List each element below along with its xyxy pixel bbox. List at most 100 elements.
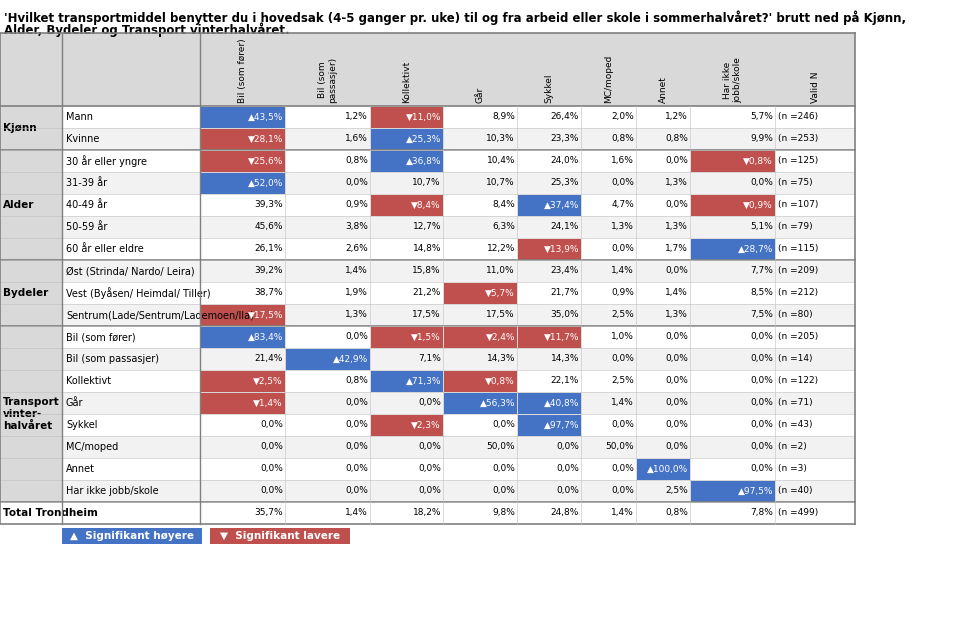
Text: (n =2): (n =2) [778, 442, 807, 451]
Text: Kvinne: Kvinne [66, 134, 100, 144]
Text: (n =122): (n =122) [778, 376, 818, 385]
Text: 10,7%: 10,7% [486, 179, 515, 188]
Bar [0, 326, 62, 348]
Text: 1,0%: 1,0% [611, 333, 634, 342]
Text: 5,1%: 5,1% [750, 223, 773, 232]
Text: ▼28,1%: ▼28,1% [247, 134, 283, 143]
Bar [62, 414, 855, 436]
Text: (n =125): (n =125) [778, 157, 818, 166]
Bar [443, 282, 517, 303]
Text: Sykkel: Sykkel [545, 74, 553, 103]
Bar [62, 480, 855, 502]
Text: ▲36,8%: ▲36,8% [406, 157, 441, 166]
Text: 23,3%: 23,3% [550, 134, 579, 143]
Text: 1,4%: 1,4% [345, 266, 368, 275]
Text: 0,8%: 0,8% [345, 376, 368, 385]
Text: 0,0%: 0,0% [345, 465, 368, 474]
Text: ▼2,4%: ▼2,4% [485, 333, 515, 342]
Text: 21,2%: 21,2% [412, 289, 441, 298]
Bar [62, 304, 855, 326]
Bar [62, 348, 855, 370]
Text: 2,5%: 2,5% [611, 376, 634, 385]
Text: 35,0%: 35,0% [550, 310, 579, 319]
Bar [0, 33, 855, 106]
Bar [0, 458, 62, 480]
Bar [200, 305, 285, 326]
Bar [62, 238, 855, 260]
Text: 0,0%: 0,0% [345, 333, 368, 342]
Text: ▲56,3%: ▲56,3% [480, 399, 515, 408]
Text: (n =253): (n =253) [778, 134, 818, 143]
Text: 11,0%: 11,0% [486, 266, 515, 275]
Text: Total Trondheim: Total Trondheim [3, 508, 98, 518]
Text: ▲97,7%: ▲97,7% [544, 420, 579, 429]
Bar [0, 480, 62, 502]
Text: Bydeler: Bydeler [3, 288, 48, 298]
Text: 0,0%: 0,0% [750, 442, 773, 451]
Text: 0,8%: 0,8% [611, 134, 634, 143]
Bar [62, 106, 855, 128]
Text: ▲100,0%: ▲100,0% [646, 465, 688, 474]
Text: ▼0,9%: ▼0,9% [743, 200, 773, 209]
Bar [62, 150, 855, 172]
Text: ▼2,3%: ▼2,3% [411, 420, 441, 429]
Text: 0,0%: 0,0% [418, 486, 441, 495]
Text: 50,0%: 50,0% [486, 442, 515, 451]
Text: 6,3%: 6,3% [492, 223, 515, 232]
Text: 21,4%: 21,4% [255, 355, 283, 364]
Text: 0,0%: 0,0% [611, 465, 634, 474]
Text: (n =71): (n =71) [778, 399, 812, 408]
Text: 0,9%: 0,9% [611, 289, 634, 298]
Text: MC/moped: MC/moped [66, 442, 118, 452]
Text: (n =14): (n =14) [778, 355, 812, 364]
Bar [0, 216, 62, 238]
Bar [370, 415, 442, 435]
Text: 0,0%: 0,0% [556, 486, 579, 495]
Text: 50,0%: 50,0% [605, 442, 634, 451]
Bar [518, 415, 580, 435]
Bar [0, 150, 62, 172]
Text: 23,4%: 23,4% [550, 266, 579, 275]
Text: 12,2%: 12,2% [486, 244, 515, 253]
Text: Vest (Byåsen/ Heimdal/ Tiller): Vest (Byåsen/ Heimdal/ Tiller) [66, 287, 211, 299]
Text: 8,4%: 8,4% [492, 200, 515, 209]
Bar [200, 371, 285, 392]
Bar [0, 128, 62, 150]
Text: 0,0%: 0,0% [345, 486, 368, 495]
Bar [0, 348, 62, 370]
Text: 1,4%: 1,4% [666, 289, 688, 298]
Bar [690, 195, 775, 216]
Bar [62, 436, 855, 458]
Text: 26,1%: 26,1% [254, 244, 283, 253]
Text: 0,8%: 0,8% [666, 134, 688, 143]
Bar [518, 239, 580, 259]
Text: ▲83,4%: ▲83,4% [247, 333, 283, 342]
Text: 0,0%: 0,0% [750, 333, 773, 342]
Text: Går: Går [66, 398, 83, 408]
Text: 0,0%: 0,0% [750, 399, 773, 408]
Text: 0,0%: 0,0% [260, 442, 283, 451]
Text: Kjønn: Kjønn [3, 123, 36, 133]
Text: ▼0,8%: ▼0,8% [485, 376, 515, 385]
Text: 39,3%: 39,3% [254, 200, 283, 209]
Text: 30 år eller yngre: 30 år eller yngre [66, 155, 147, 167]
Text: 0,0%: 0,0% [666, 376, 688, 385]
Text: 1,3%: 1,3% [666, 179, 688, 188]
Text: 0,0%: 0,0% [556, 465, 579, 474]
Text: 0,0%: 0,0% [666, 333, 688, 342]
Bar [0, 304, 62, 326]
Text: 45,6%: 45,6% [254, 223, 283, 232]
Text: 3,8%: 3,8% [345, 223, 368, 232]
Bar [443, 392, 517, 413]
Text: 60 år eller eldre: 60 år eller eldre [66, 244, 144, 254]
Text: 0,0%: 0,0% [750, 179, 773, 188]
Text: Annet: Annet [659, 76, 667, 103]
Text: 1,9%: 1,9% [345, 289, 368, 298]
Text: 8,9%: 8,9% [492, 113, 515, 122]
Text: 7,5%: 7,5% [750, 310, 773, 319]
Text: 15,8%: 15,8% [412, 266, 441, 275]
Text: 2,0%: 2,0% [611, 113, 634, 122]
Text: 26,4%: 26,4% [550, 113, 579, 122]
Text: 7,8%: 7,8% [750, 509, 773, 518]
Bar [0, 106, 62, 128]
